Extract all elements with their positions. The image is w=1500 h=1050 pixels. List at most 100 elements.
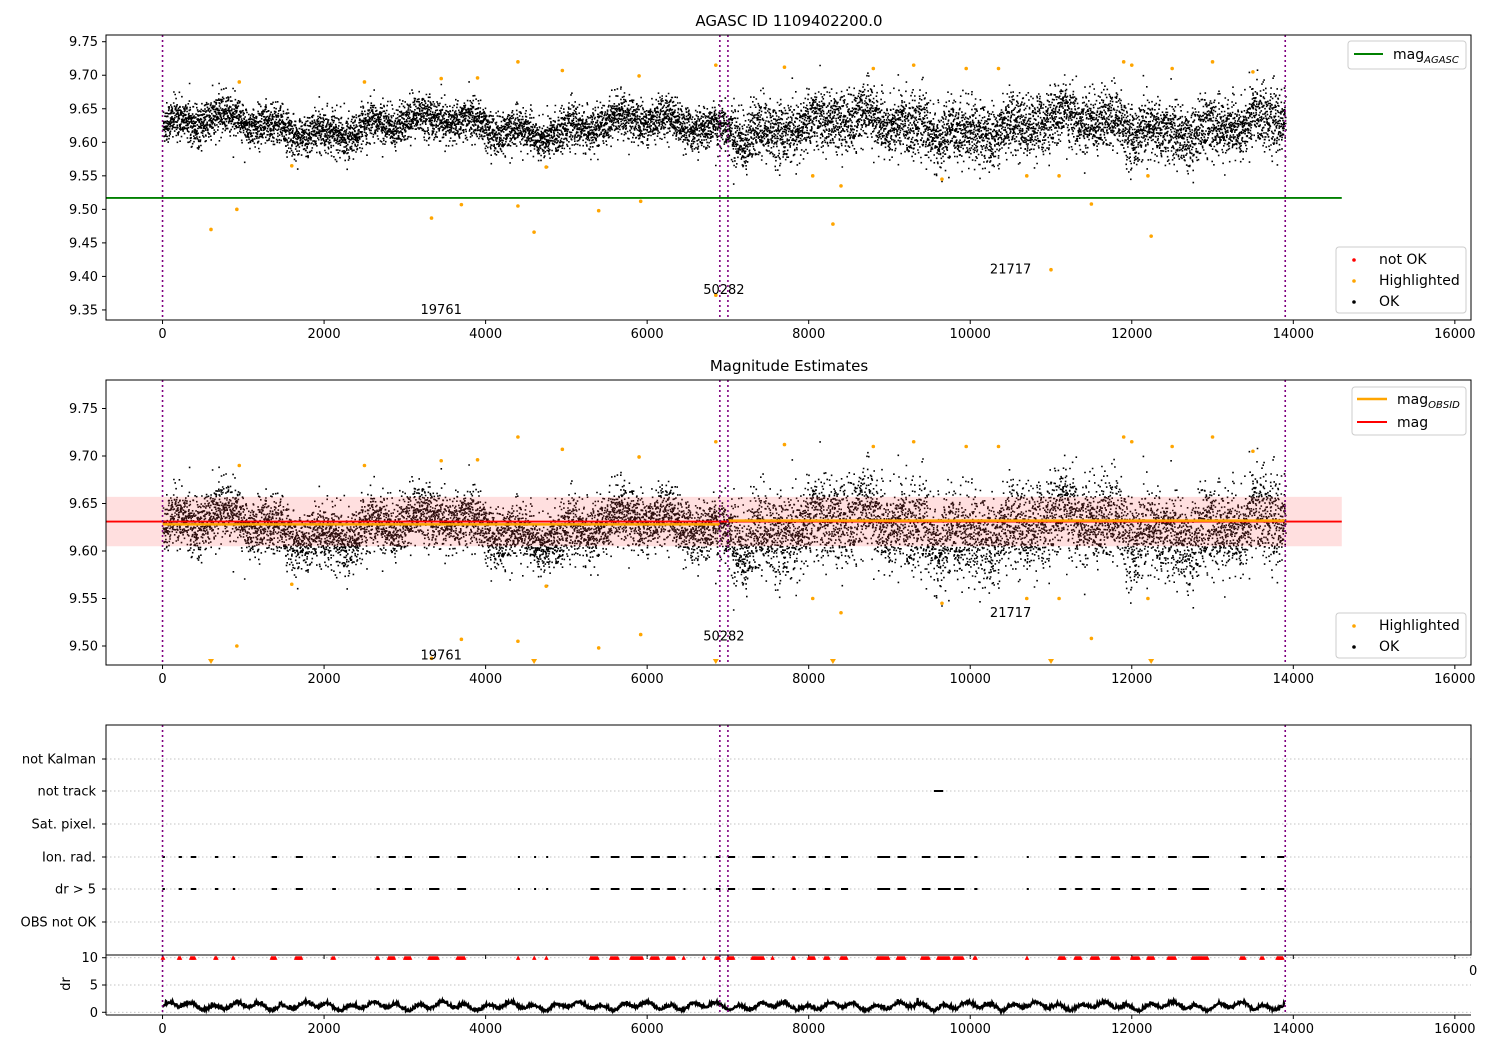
highlighted-point [637,455,641,459]
highlighted-point [1251,70,1255,74]
highlighted-point [810,174,815,178]
highlighted-point [1089,636,1094,641]
highlighted-point [544,584,548,588]
x-tick-label: 0 [158,327,166,342]
dr-over-threshold-marker [595,955,600,960]
dr-over-threshold-marker [702,955,707,960]
legend-label-highlighted: Highlighted [1379,618,1460,634]
obsid-label: 21717 [990,606,1031,621]
flag-category-label: not Kalman [22,753,96,768]
x-tick-label: 0 [158,1022,166,1037]
dr-over-threshold-marker [1205,955,1210,960]
flag-category-label: Ion. rad. [42,851,96,866]
y-tick-label: 9.40 [69,270,98,285]
highlighted-point [237,463,242,468]
highlighted-point [1057,174,1061,178]
highlighted-point [289,163,294,168]
dr-over-threshold-marker [408,955,413,960]
x-tick-label: 16000 [1434,1022,1475,1037]
stray-tick-label: 0 [1469,964,1477,979]
highlighted-point [810,596,815,601]
highlighted-out-of-range-marker [829,659,836,664]
x-tick-label: 2000 [308,672,341,687]
top-plot-title: AGASC ID 1109402200.0 [695,12,882,30]
highlighted-point [1146,596,1150,601]
highlighted-point [1170,66,1174,71]
y-tick-label: 9.65 [69,497,98,512]
highlighted-point [459,202,464,207]
legend-marker-highlighted [1352,279,1356,283]
obsid-label: 21717 [990,263,1031,278]
dr-ylabel: dr [59,977,74,991]
x-tick-label: 4000 [469,672,502,687]
obsid-label: 19761 [421,303,462,318]
y-tick-label: 9.60 [69,136,98,151]
highlighted-point [638,199,643,204]
x-tick-label: 10000 [950,672,991,687]
obsid-label: 50282 [703,283,744,298]
highlighted-point [544,165,548,169]
highlighted-point [596,208,601,213]
highlighted-point [532,230,536,234]
legend-label-mag: mag [1397,415,1428,431]
x-tick-label: 4000 [469,1022,502,1037]
highlighted-point [940,601,944,606]
dr-over-threshold-marker [681,955,686,960]
middle-plot-title: Magnitude Estimates [710,357,868,375]
y-tick-label: 9.75 [69,35,98,50]
highlighted-out-of-range-marker [208,659,214,664]
highlighted-point [996,66,1001,71]
dr-over-threshold-marker [716,955,721,960]
x-tick-label: 16000 [1434,672,1475,687]
dr-over-threshold-marker [435,955,440,960]
dr-over-threshold-marker [1025,955,1030,960]
top-plot-axes: 9.35 9.40 9.45 9.50 9.55 9.60 9.65 9.70 9.75 0 200… [69,35,1475,342]
highlighted-point [1149,234,1153,238]
dr-over-threshold-marker [1136,955,1141,960]
top-plot-data: 19761 50282 21717 [106,35,1342,320]
x-tick-label: 2000 [308,327,341,342]
highlighted-point [439,458,443,463]
dr-over-threshold-marker [1261,955,1266,960]
highlighted-point [714,439,718,444]
legend-label-mag-agasc: magAGASC [1393,47,1459,66]
highlighted-point [429,656,434,661]
highlighted-out-of-range-marker [531,659,538,664]
highlighted-point [911,63,916,67]
dr-over-threshold-marker [532,955,537,960]
highlighted-point [1210,435,1215,439]
highlighted-point [516,435,520,439]
highlighted-point [459,637,464,642]
middle-plot-axes: 9.50 9.55 9.60 9.65 9.70 9.75 0 2000 4000 6000 800… [69,402,1475,687]
legend-label-ok: OK [1379,294,1400,310]
y-tick-label: 9.70 [69,450,98,465]
y-tick-label: 9.75 [69,402,98,417]
highlighted-point [1170,444,1174,449]
dr-over-threshold-marker [761,955,766,960]
x-tick-label: 14000 [1273,672,1314,687]
dr-over-threshold-marker [792,955,797,960]
dr-over-threshold-marker [161,955,166,960]
dr-over-threshold-marker [299,955,304,960]
dr-over-threshold-marker [1242,955,1247,960]
y-tick-label: 5 [90,979,98,994]
x-tick-label: 16000 [1434,327,1475,342]
dr-over-threshold-marker [1280,955,1285,960]
highlighted-point [560,68,565,73]
dr-over-threshold-marker [844,955,849,960]
highlighted-point [839,184,843,188]
highlighted-point [235,207,239,212]
y-tick-label: 9.45 [69,236,98,251]
middle-line-legend: magOBSID mag [1351,386,1467,436]
x-tick-label: 0 [158,672,166,687]
x-tick-label: 6000 [631,327,664,342]
obsid-label: 19761 [421,649,462,664]
dr-over-threshold-marker [960,955,965,960]
legend-marker-ok [1352,645,1356,649]
highlighted-point [439,76,443,81]
highlighted-point [964,444,968,449]
obsid-label: 50282 [703,630,744,645]
highlighted-point [1210,60,1215,64]
x-tick-label: 8000 [792,1022,825,1037]
highlighted-point [516,204,520,208]
